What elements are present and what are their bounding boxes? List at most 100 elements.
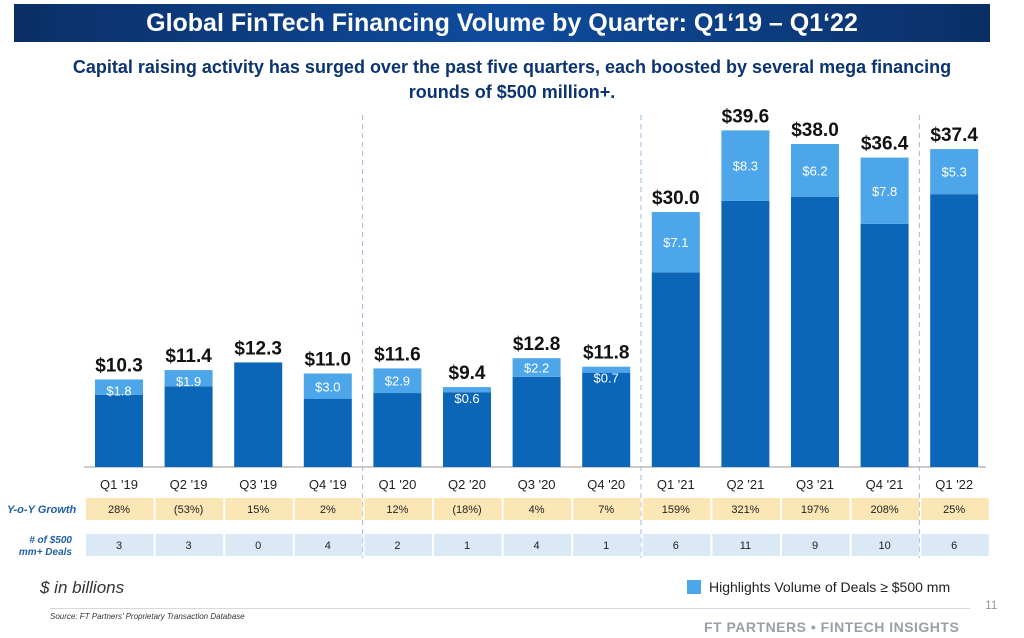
deals-cell [225, 534, 293, 556]
bar-base [373, 393, 422, 467]
growth-cell [364, 498, 432, 520]
x-tick-label: Q4 '21 [866, 477, 904, 492]
deals-cell [434, 534, 502, 556]
deals-value: 6 [673, 540, 679, 552]
growth-value: (53%) [174, 504, 203, 516]
deals-cell [294, 534, 363, 556]
footer-divider [50, 608, 970, 609]
x-tick-label: Q2 '19 [170, 477, 208, 492]
total-value-label: $9.4 [449, 363, 486, 384]
growth-cell [225, 498, 293, 520]
total-value-label: $11.6 [374, 344, 421, 365]
bar-base [791, 196, 839, 467]
bar-base [651, 272, 700, 467]
growth-cell [851, 498, 920, 520]
total-value-label: $36.4 [861, 134, 909, 155]
total-value-label: $11.8 [583, 343, 630, 364]
growth-value: 7% [598, 504, 614, 516]
total-value-label: $38.0 [791, 120, 839, 141]
deals-cell [642, 534, 711, 556]
growth-cell [921, 498, 989, 520]
x-tick-label: Q1 '19 [100, 477, 138, 492]
total-value-label: $12.8 [513, 334, 561, 355]
total-value-label: $39.6 [722, 106, 770, 127]
growth-value: 4% [529, 504, 545, 516]
financing-volume-chart: $1.8 $10.3 Q1 '19 28% 3 $1.9 $11.4 Q2 '19 (53%) 3… [7, 106, 989, 558]
deals-value: 10 [878, 540, 890, 552]
deals-cell [364, 534, 432, 556]
growth-value: 197% [801, 504, 829, 516]
legend-label: Highlights Volume of Deals ≥ $500 mm [709, 579, 951, 595]
footer-brand: FT PARTNERS • FINTECH INSIGHTS [704, 619, 960, 635]
deals-value: 1 [464, 540, 470, 552]
deals-cell [712, 534, 780, 556]
page-number: 11 [985, 598, 998, 612]
source-note: Source: FT Partners’ Proprietary Transac… [50, 612, 245, 621]
growth-value: 25% [943, 504, 965, 516]
growth-cell [642, 498, 711, 520]
mega-value-label: $8.3 [733, 159, 758, 174]
deals-cell [155, 534, 224, 556]
x-tick-label: Q2 '21 [726, 477, 764, 492]
bar-base [443, 392, 491, 467]
deals-cell [573, 534, 641, 556]
growth-value: 159% [662, 504, 690, 516]
chart-subtitle: Capital raising activity has surged over… [72, 57, 952, 102]
bar-base [234, 362, 283, 467]
bar-mega [373, 368, 422, 394]
mega-value-label: $6.2 [802, 163, 827, 178]
bar-base [512, 376, 561, 467]
growth-cell [573, 498, 641, 520]
growth-value: 2% [320, 504, 336, 516]
growth-cell [712, 498, 780, 520]
bar-mega [303, 373, 352, 399]
legend: Highlights Volume of Deals ≥ $500 mm [687, 579, 950, 595]
total-value-label: $37.4 [930, 125, 978, 146]
growth-row-label: Y-o-Y Growth [7, 504, 77, 516]
bar-mega [721, 130, 770, 201]
mega-value-label: $7.1 [663, 235, 688, 250]
bar-base [95, 394, 143, 467]
growth-cell [155, 498, 224, 520]
deals-cell [851, 534, 920, 556]
x-tick-label: Q4 '19 [309, 477, 347, 492]
deals-cell [782, 534, 850, 556]
deals-value: 3 [186, 540, 192, 552]
growth-cell [434, 498, 502, 520]
x-tick-label: Q1 '20 [378, 477, 416, 492]
deals-cell [503, 534, 572, 556]
legend-swatch [687, 580, 701, 594]
growth-value: 208% [871, 504, 899, 516]
bar-mega [651, 212, 700, 273]
x-tick-label: Q4 '20 [587, 477, 625, 492]
bar-mega [860, 157, 909, 224]
deals-value: 4 [325, 540, 331, 552]
mega-value-label: $5.3 [942, 165, 967, 180]
mega-value-label: $2.9 [385, 374, 410, 389]
deals-row-label-line2: mm+ Deals [19, 547, 73, 558]
deals-value: 2 [394, 540, 400, 552]
x-tick-label: Q3 '19 [239, 477, 277, 492]
deals-value: 3 [116, 540, 122, 552]
deals-cell [921, 534, 989, 556]
bar-base [860, 223, 909, 467]
bar-mega [443, 387, 491, 393]
growth-cell [294, 498, 363, 520]
x-tick-label: Q3 '21 [796, 477, 834, 492]
total-value-label: $12.3 [234, 338, 282, 359]
page-title: Global FinTech Financing Volume by Quart… [14, 4, 990, 42]
mega-value-label: $1.9 [176, 374, 201, 389]
deals-value: 11 [740, 540, 751, 552]
units-note: $ in billions [40, 578, 125, 597]
growth-value: 15% [247, 504, 269, 516]
bar-base [582, 372, 631, 467]
x-tick-label: Q3 '20 [518, 477, 556, 492]
deals-value: 0 [255, 540, 261, 552]
bar-mega [164, 370, 213, 387]
bar-mega [95, 379, 143, 395]
growth-cell [782, 498, 850, 520]
bar-base [721, 200, 770, 467]
bar-mega [582, 366, 631, 373]
growth-value: 28% [108, 504, 130, 516]
mega-value-label: $2.2 [524, 361, 549, 376]
